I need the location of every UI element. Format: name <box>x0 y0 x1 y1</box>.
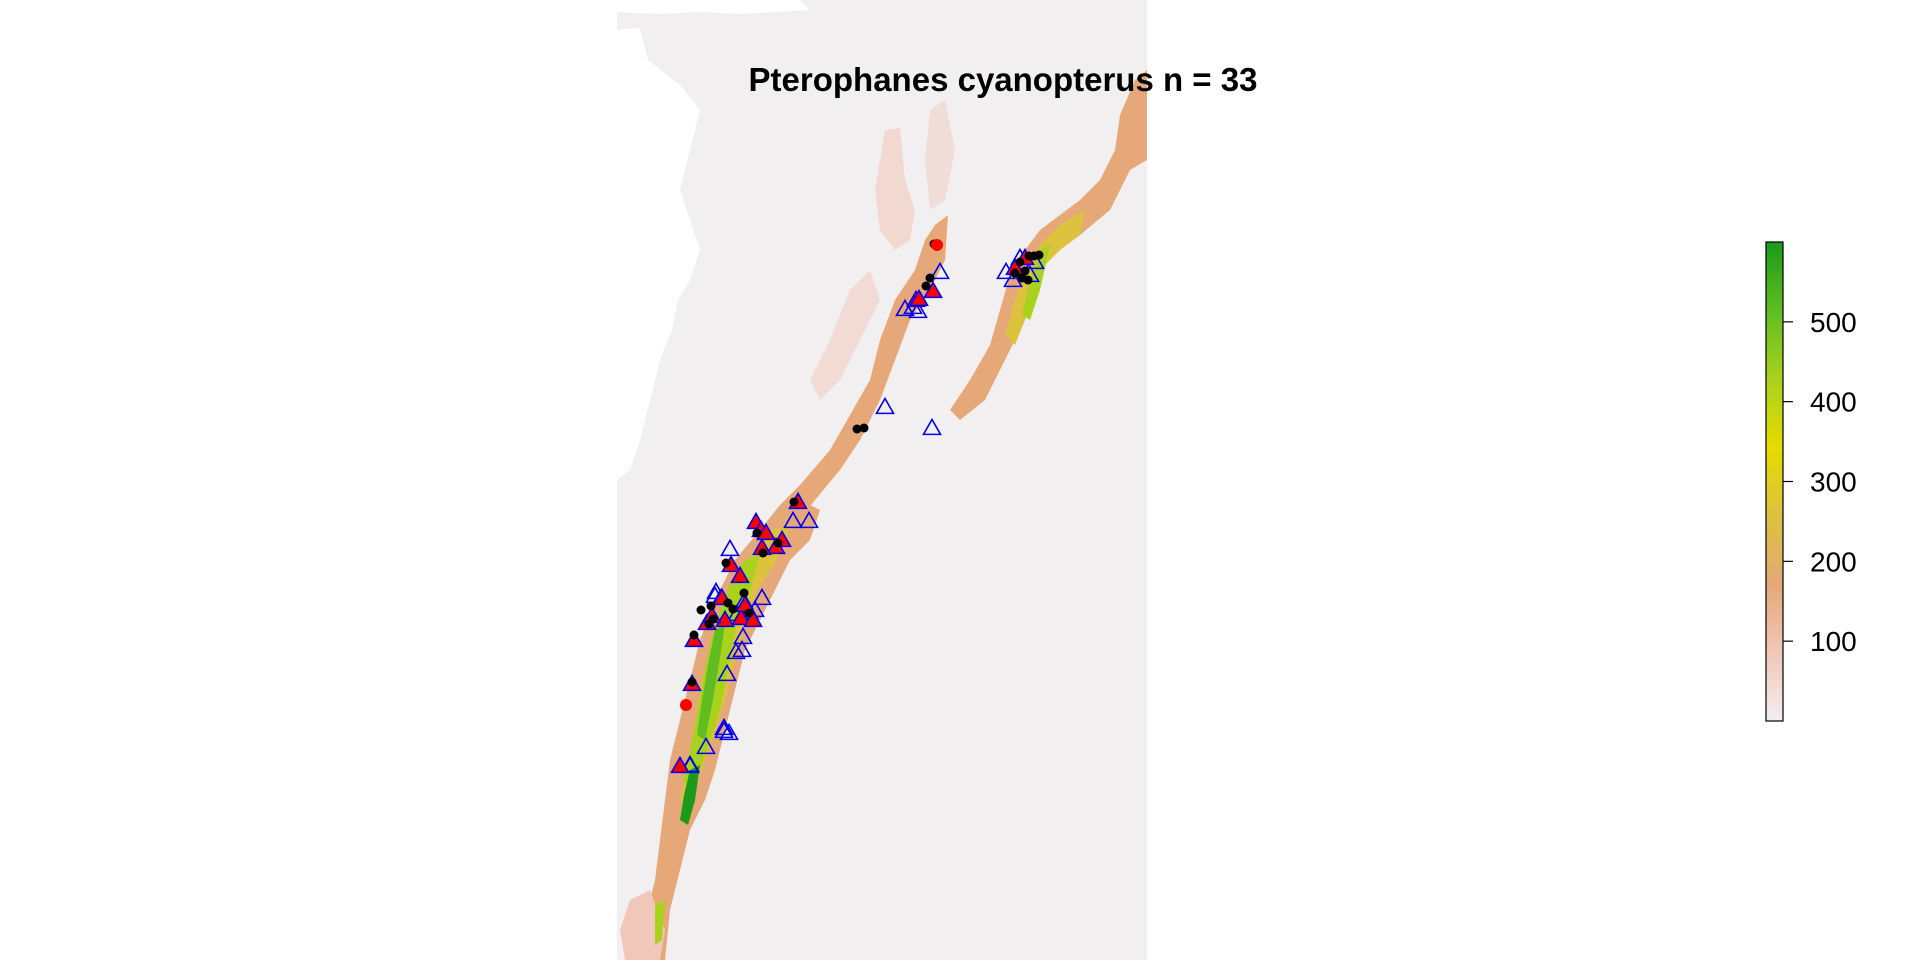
black-dot-icon <box>752 528 762 538</box>
open-triangle-icon <box>680 755 700 774</box>
open-triangle-icon <box>696 736 716 755</box>
map-title: Pterophanes cyanopterus n = 33 <box>749 61 1258 98</box>
black-dot-icon <box>728 604 738 614</box>
black-dot-icon <box>1020 266 1030 276</box>
black-dot-icon <box>723 598 733 608</box>
red-dot-icon <box>680 699 692 711</box>
raster-nodata-corner <box>617 70 630 100</box>
filled-triangle-icon <box>909 288 929 307</box>
black-dot-icon <box>696 605 706 615</box>
black-dot-icon <box>925 273 935 283</box>
black-dot-icon <box>773 538 783 548</box>
ridge-south-tail-green <box>655 900 665 945</box>
black-dot-icon <box>921 281 931 291</box>
black-dot-icon <box>1015 257 1025 267</box>
filled-triangle-icon <box>756 522 776 541</box>
black-dot-icon <box>852 424 862 434</box>
open-triangle-icon <box>717 663 737 682</box>
black-dot-icon <box>706 601 716 611</box>
legend: 100 200 300 400 500 <box>1765 241 1857 722</box>
ridge-main-darkgreen <box>697 625 725 740</box>
filled-triangle-icon <box>670 755 690 774</box>
legend-color-bar <box>1765 241 1784 722</box>
ridge-faint-3 <box>925 100 955 210</box>
black-dot-icon <box>721 558 731 568</box>
black-dot-icon <box>689 630 699 640</box>
suitability-raster <box>617 0 1147 960</box>
legend-tick-label: 300 <box>1810 467 1857 498</box>
open-triangle-icon <box>930 261 950 280</box>
ridge-central <box>760 215 948 555</box>
filled-triangle-icon <box>923 280 943 299</box>
open-triangle-icon <box>719 722 739 741</box>
raster-nodata-left <box>617 28 700 480</box>
black-dot-icon <box>758 548 768 558</box>
ridge-south-tail <box>620 890 665 960</box>
raster-nodata-top <box>617 0 810 14</box>
ridge-faint-2 <box>810 270 880 400</box>
open-triangle-icon <box>752 587 772 606</box>
occurrence-markers <box>670 239 1045 774</box>
open-triangle-icon <box>720 538 740 557</box>
open-triangle-icon <box>895 298 915 317</box>
black-dot-icon <box>789 497 799 507</box>
ridge-main-deepgreen <box>680 765 700 825</box>
black-dot-icon <box>1010 268 1020 278</box>
legend-tick-label: 200 <box>1810 546 1857 577</box>
black-dot-icon <box>687 677 697 687</box>
open-triangle-icon <box>799 510 819 529</box>
filled-triangle-icon <box>730 565 750 584</box>
legend-tick-label: 100 <box>1810 626 1857 657</box>
ridge-faint-1 <box>875 128 915 250</box>
black-dot-icon <box>739 588 749 598</box>
black-dot-icon <box>1023 275 1033 285</box>
black-dot-icon <box>704 619 714 629</box>
filled-triangle-icon <box>743 609 763 628</box>
open-triangle-icon <box>1003 269 1023 288</box>
open-triangle-icon <box>908 300 928 319</box>
open-triangle-icon <box>875 396 895 415</box>
filled-triangle-icon <box>731 607 751 626</box>
open-triangle-icon <box>726 641 746 660</box>
open-triangle-icon <box>714 717 734 736</box>
black-dot-icon <box>859 423 869 433</box>
legend-ticks: 100 200 300 400 500 <box>1783 307 1857 657</box>
ridge-main <box>635 500 820 960</box>
legend-tick-label: 500 <box>1810 307 1857 338</box>
open-triangle-icon <box>714 720 734 739</box>
black-dot-icon <box>1034 250 1044 260</box>
open-triangle-icon <box>922 417 942 436</box>
legend-tick-label: 400 <box>1810 387 1857 418</box>
red-dot-icon <box>931 239 943 251</box>
black-dot-icon <box>744 608 754 618</box>
ridge-east-peak <box>1022 245 1050 320</box>
open-triangle-icon <box>732 639 752 658</box>
open-triangle-icon <box>783 510 803 529</box>
